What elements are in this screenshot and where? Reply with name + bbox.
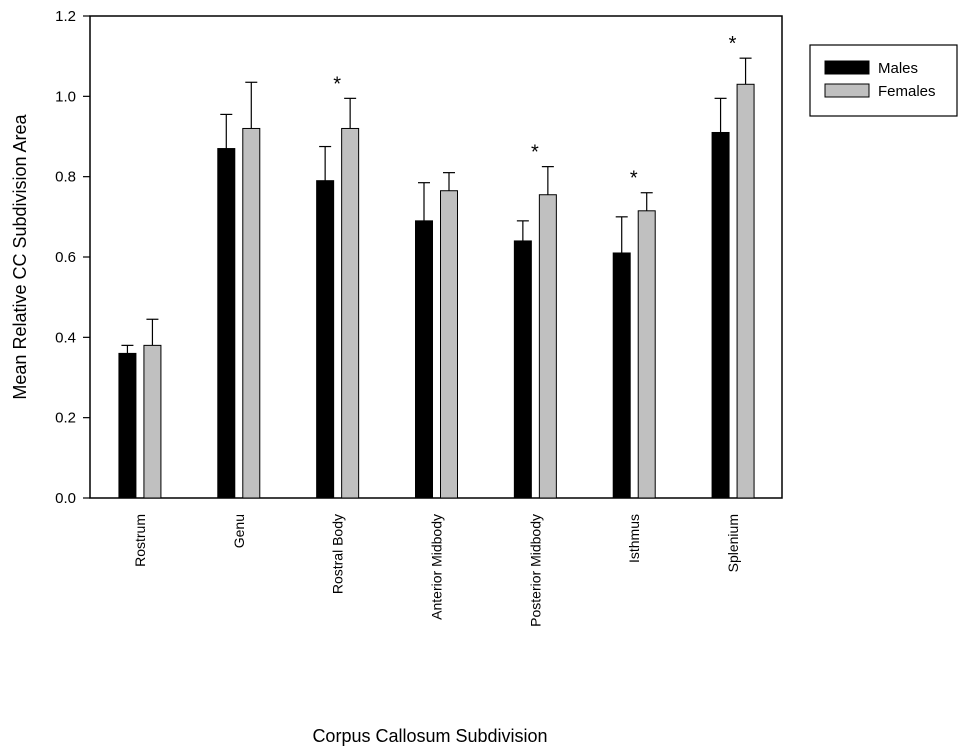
legend-swatch-females: [824, 83, 870, 98]
category-label: Splenium: [725, 514, 741, 572]
y-tick-label: 1.2: [55, 8, 76, 25]
category-label: Rostrum: [132, 514, 148, 567]
y-tick-label: 0.2: [55, 410, 76, 427]
y-tick-label: 1.0: [55, 88, 76, 105]
bar-males: [118, 352, 137, 499]
category-label: Isthmus: [626, 514, 642, 563]
category-labels: Rostrum Genu Rostral Body Anterior Midbody P…: [132, 514, 741, 627]
error-bars: [121, 57, 752, 354]
bar-males: [316, 180, 335, 499]
y-tick-label: 0.6: [55, 249, 76, 266]
significance-star: *: [531, 142, 539, 164]
legend-box: [809, 44, 958, 117]
bar-females: [143, 344, 162, 499]
bar-females: [637, 210, 656, 499]
y-tick-label: 0.0: [55, 490, 76, 507]
legend: Males Females: [809, 44, 958, 117]
plot-frame: [89, 15, 783, 499]
category-label: Anterior Midbody: [429, 514, 445, 620]
bar-males: [612, 252, 631, 499]
significance-markers: * * * *: [333, 33, 736, 190]
category-label: Posterior Midbody: [527, 514, 543, 627]
legend-label-females: Females: [878, 83, 936, 100]
category-label: Genu: [231, 514, 247, 548]
bar-females: [341, 127, 360, 499]
x-axis-title: Corpus Callosum Subdivision: [312, 726, 547, 746]
significance-star: *: [729, 33, 737, 55]
y-axis-ticks: 0.0 0.2 0.4 0.6 0.8 1.0 1.2: [55, 8, 90, 507]
bar-females: [538, 194, 557, 499]
y-tick-label: 0.4: [55, 329, 76, 346]
significance-star: *: [333, 73, 341, 95]
bar-males: [711, 131, 730, 499]
bar-males: [513, 240, 532, 499]
y-axis-title: Mean Relative CC Subdivision Area: [10, 113, 30, 399]
bar-males: [217, 148, 236, 499]
bar-females: [736, 83, 755, 499]
significance-star: *: [630, 168, 638, 190]
category-label: Rostral Body: [330, 514, 346, 594]
legend-swatch-males: [824, 60, 870, 75]
bar-males: [415, 220, 433, 499]
y-tick-label: 0.8: [55, 169, 76, 186]
bar-series: [118, 83, 755, 499]
bar-females: [242, 127, 261, 499]
legend-label-males: Males: [878, 60, 918, 77]
bar-females: [440, 190, 458, 499]
